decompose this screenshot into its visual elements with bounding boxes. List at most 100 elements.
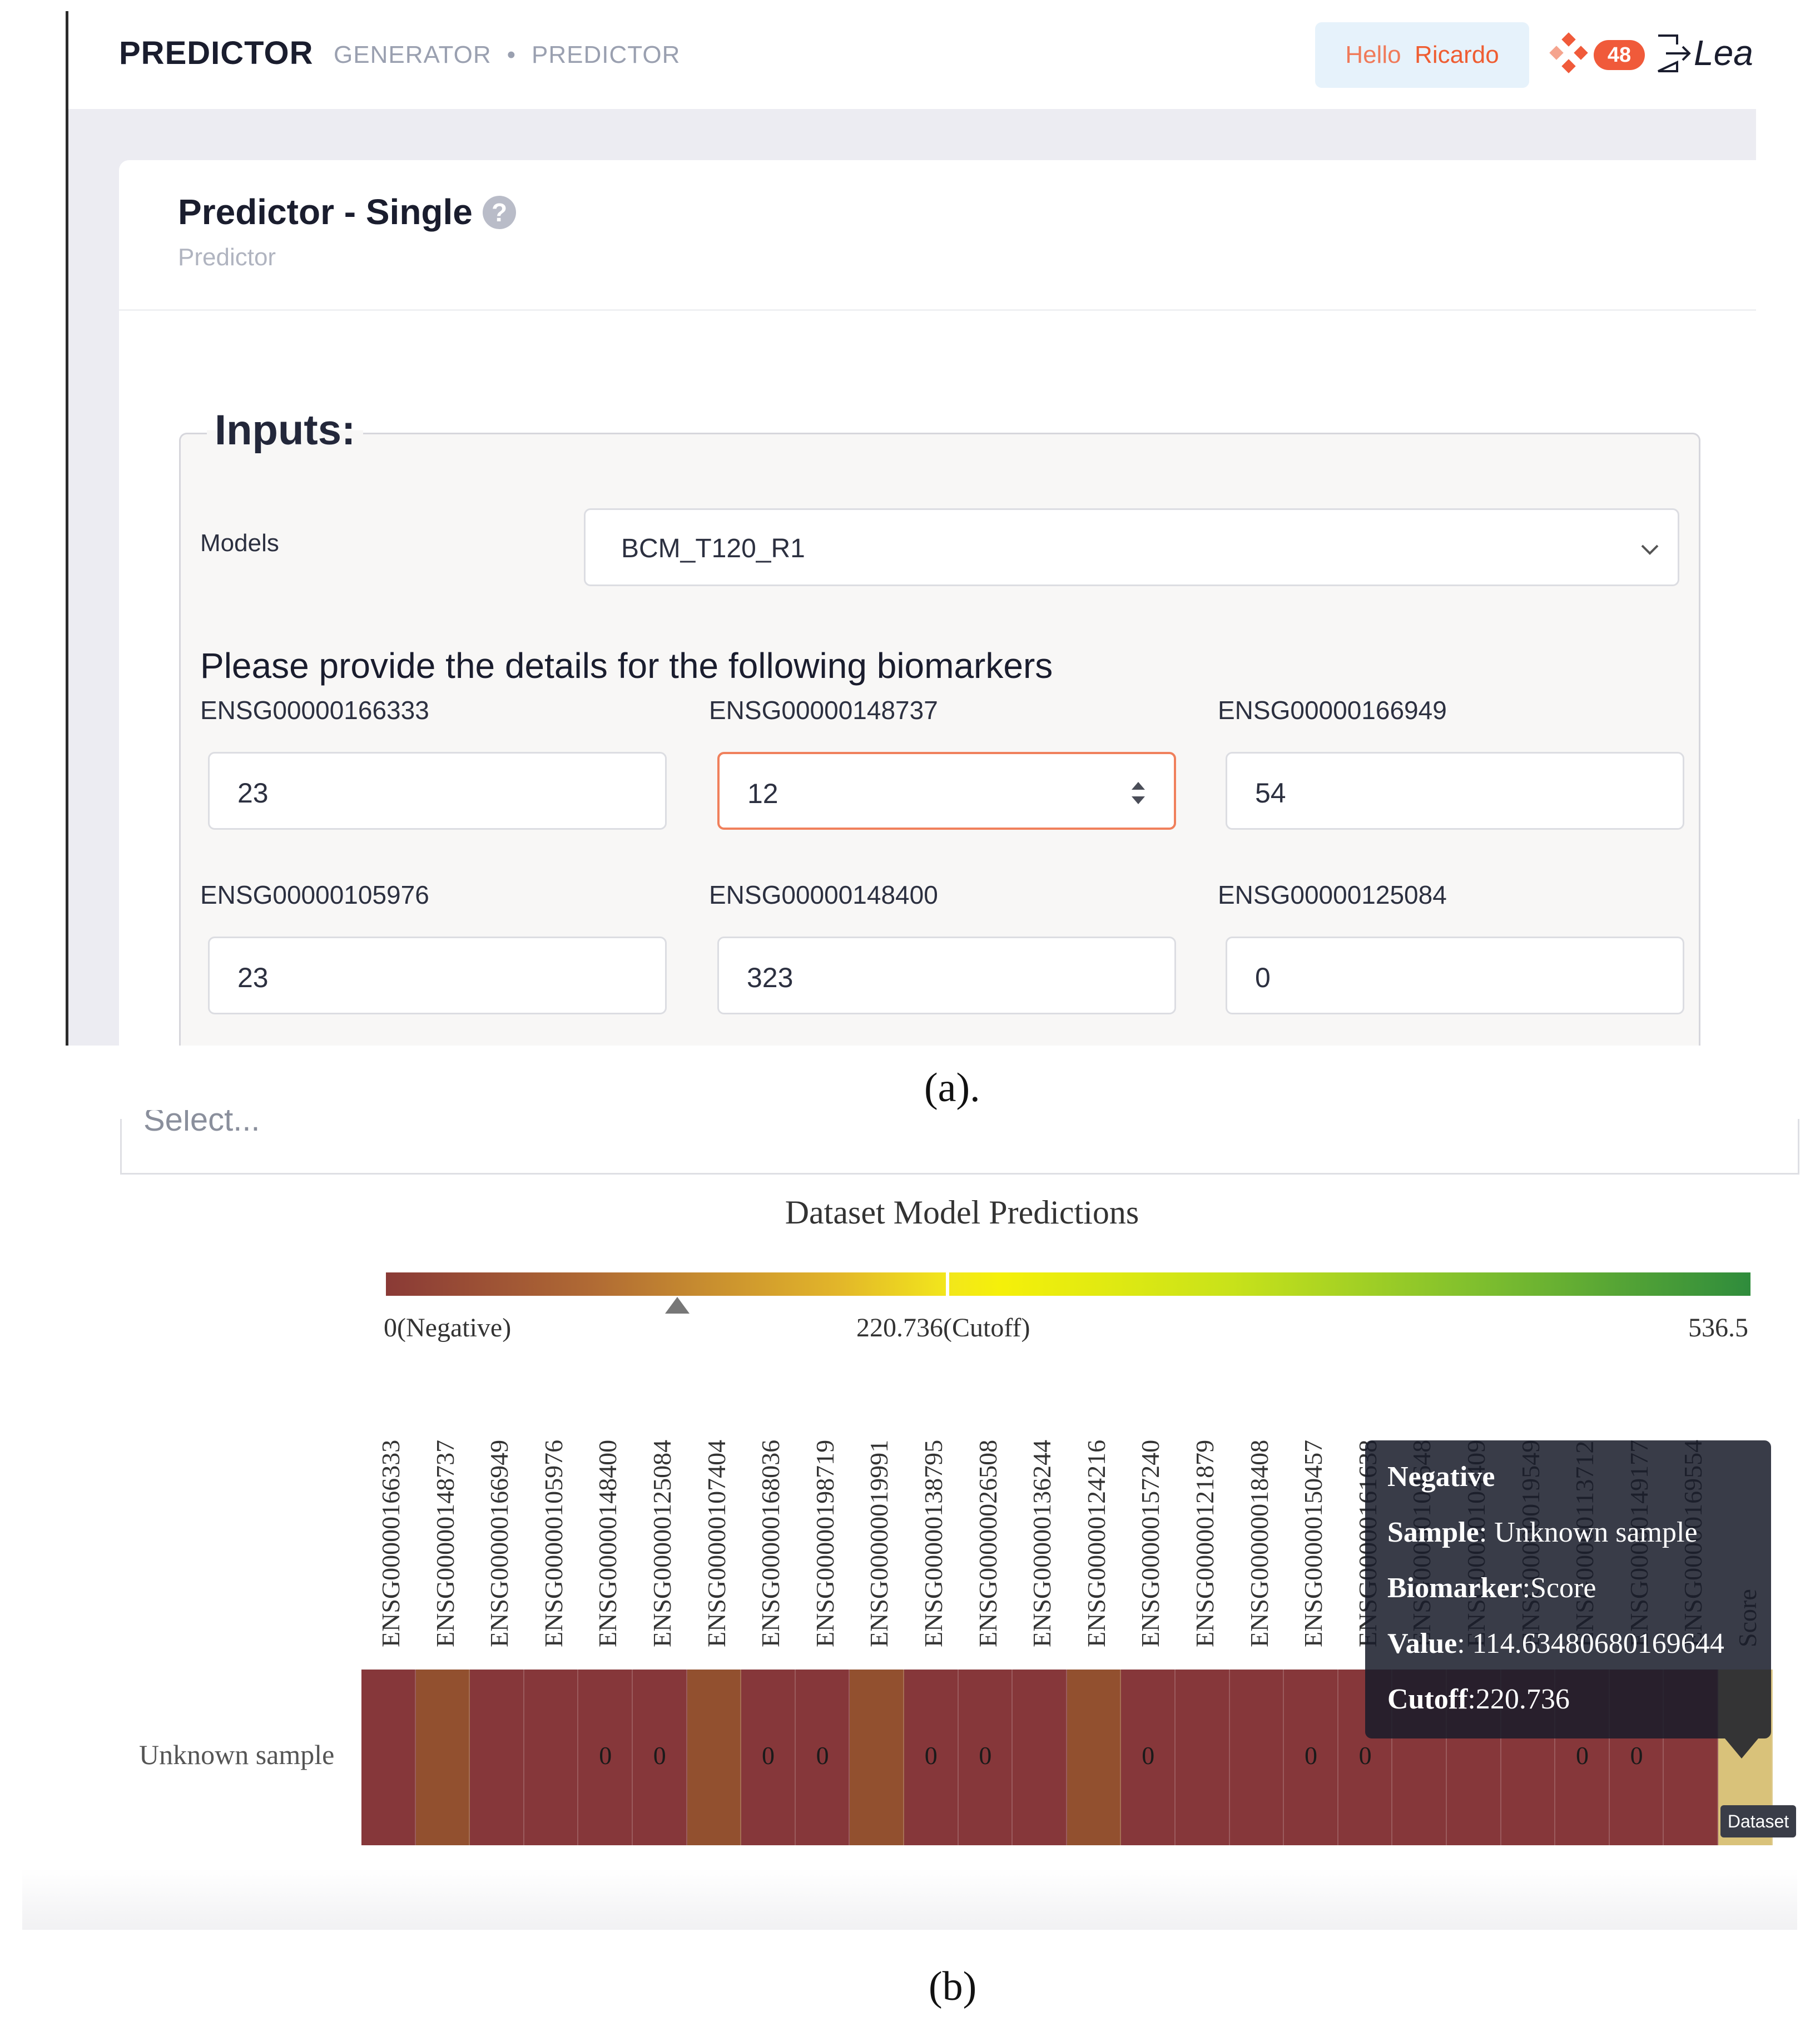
- column-label: ENSG00000150457: [1299, 1439, 1328, 1647]
- tooltip-value: Value: 114.63480680169644: [1387, 1628, 1724, 1660]
- greeting-text: Hello: [1345, 41, 1401, 68]
- column-label: ENSG00000168036: [756, 1439, 785, 1647]
- heatmap-cell[interactable]: [1013, 1670, 1067, 1845]
- heatmap-cell[interactable]: [524, 1670, 579, 1845]
- heatmap-cell[interactable]: [633, 1670, 687, 1845]
- biomarker-input-value: 12: [747, 778, 778, 809]
- heatmap-cell[interactable]: [958, 1670, 1013, 1845]
- column-label: ENSG00000138795: [919, 1439, 948, 1647]
- heatmap-cell[interactable]: [741, 1670, 796, 1845]
- row-label: Unknown sample: [139, 1739, 335, 1770]
- heatmap-cell-value: 0: [1630, 1741, 1643, 1770]
- scale-max-label: 536.5: [1688, 1313, 1748, 1343]
- app-title: PREDICTOR: [119, 35, 314, 71]
- biomarker-input-value: 323: [747, 962, 794, 993]
- column-label: ENSG00000124216: [1082, 1439, 1110, 1647]
- biomarker-label: ENSG00000166333: [200, 696, 429, 725]
- heatmap-cell-value: 0: [653, 1741, 666, 1770]
- number-spinner-icon[interactable]: [1127, 775, 1149, 811]
- column-label: ENSG00000157240: [1136, 1439, 1165, 1647]
- page-subtitle: Predictor: [178, 244, 276, 271]
- biomarker-label: ENSG00000125084: [1218, 880, 1447, 909]
- scale-cutoff-label: 220.736(Cutoff): [856, 1313, 1030, 1343]
- column-label: ENSG00000198719: [810, 1439, 839, 1647]
- tooltip-cutoff: Cutoff:220.736: [1387, 1683, 1570, 1715]
- biomarker-label: ENSG00000166949: [1218, 696, 1447, 725]
- heatmap-cell-value: 0: [924, 1741, 938, 1770]
- heatmap-cell[interactable]: [361, 1670, 416, 1845]
- cutoff-line: [945, 1272, 949, 1296]
- biomarker-input-value: 23: [237, 962, 269, 993]
- biomarker-input[interactable]: 0: [1226, 937, 1684, 1014]
- heatmap-cell-value: 0: [599, 1741, 612, 1770]
- tooltip-sample: Sample: Unknown sample: [1387, 1517, 1698, 1548]
- heatmap-cell[interactable]: [850, 1670, 904, 1845]
- sample-score-marker: [665, 1297, 690, 1314]
- heatmap-cell-value: 0: [816, 1741, 829, 1770]
- column-label: ENSG00000148400: [593, 1439, 622, 1647]
- tooltip-pointer: [1725, 1738, 1758, 1759]
- column-label: ENSG00000018408: [1244, 1439, 1273, 1647]
- column-label: ENSG00000107404: [702, 1439, 731, 1647]
- biomarker-label: ENSG00000105976: [200, 880, 429, 909]
- heatmap-cell[interactable]: [687, 1670, 742, 1845]
- heatmap-cell[interactable]: [1121, 1670, 1176, 1845]
- notifications-icon[interactable]: [1547, 32, 1591, 77]
- user-greeting-button[interactable]: Hello Ricardo: [1315, 22, 1529, 88]
- heatmap-cell[interactable]: [1229, 1670, 1285, 1845]
- dataset-tag: Dataset: [1720, 1805, 1796, 1837]
- panel-bottom-shade: [22, 1869, 1797, 1930]
- notification-badge: 48: [1594, 40, 1645, 70]
- chart-title: Dataset Model Predictions: [785, 1194, 1139, 1231]
- model-select-value: BCM_T120_R1: [621, 534, 805, 563]
- biomarker-input[interactable]: 54: [1226, 752, 1684, 830]
- page-title: Predictor - Single: [178, 192, 473, 232]
- heatmap-cell[interactable]: [470, 1670, 524, 1845]
- breadcrumb-separator: •: [507, 41, 517, 68]
- heatmap-cell[interactable]: [415, 1670, 470, 1845]
- heatmap-cell[interactable]: [1284, 1670, 1338, 1845]
- chevron-down-icon: [1641, 544, 1659, 555]
- biomarker-input[interactable]: 23: [208, 752, 667, 830]
- model-select[interactable]: BCM_T120_R1: [584, 508, 1679, 586]
- column-label: ENSG00000105976: [539, 1439, 568, 1647]
- column-label: ENSG00000019991: [865, 1439, 894, 1647]
- biomarker-input-focused[interactable]: 12: [717, 752, 1176, 830]
- user-name: Ricardo: [1415, 41, 1499, 68]
- biomarker-input[interactable]: 23: [208, 937, 667, 1014]
- scale-min-label: 0(Negative): [384, 1313, 512, 1343]
- biomarker-label: ENSG00000148400: [709, 880, 938, 909]
- help-icon[interactable]: ?: [483, 196, 516, 229]
- biomarker-label: ENSG00000148737: [709, 696, 938, 725]
- breadcrumb-predictor[interactable]: PREDICTOR: [532, 41, 681, 68]
- biomarker-input-value: 54: [1255, 777, 1286, 809]
- breadcrumb-generator[interactable]: GENERATOR: [334, 41, 492, 68]
- caption-b: (b): [929, 1964, 977, 2009]
- tooltip-class: Negative: [1387, 1461, 1495, 1493]
- heatmap-cell[interactable]: [1176, 1670, 1230, 1845]
- models-label: Models: [200, 529, 279, 557]
- heatmap-cell[interactable]: [795, 1670, 850, 1845]
- column-label: ENSG00000026508: [973, 1439, 1002, 1647]
- heatmap-cell-value: 0: [1576, 1741, 1589, 1770]
- biomarker-input-value: 0: [1255, 962, 1271, 993]
- column-label: ENSG00000166333: [376, 1439, 405, 1647]
- biomarker-input[interactable]: 323: [717, 937, 1176, 1014]
- dataset-select-placeholder: Select...: [143, 1110, 260, 1138]
- heatmap-cell-value: 0: [762, 1741, 775, 1770]
- heatmap-cell[interactable]: [1067, 1670, 1122, 1845]
- window-edge: [66, 11, 68, 1046]
- inputs-legend: Inputs:: [207, 406, 364, 454]
- breadcrumb: GENERATOR • PREDICTOR: [334, 41, 696, 69]
- column-label: ENSG00000136244: [1028, 1439, 1057, 1647]
- heatmap-cell-value: 0: [979, 1741, 992, 1770]
- logout-icon[interactable]: [1655, 31, 1694, 76]
- biomarker-prompt: Please provide the details for the follo…: [200, 646, 1053, 686]
- brand-logo: Lea: [1694, 33, 1753, 73]
- predictor-screenshot: PREDICTOR GENERATOR • PREDICTOR Hello Rica…: [66, 11, 1756, 1046]
- heatmap-cell[interactable]: [904, 1670, 959, 1845]
- biomarker-input-value: 23: [237, 777, 269, 809]
- dataset-select[interactable]: [120, 1119, 1799, 1175]
- column-label: ENSG00000121879: [1191, 1439, 1219, 1647]
- heatmap-cell[interactable]: [578, 1670, 633, 1845]
